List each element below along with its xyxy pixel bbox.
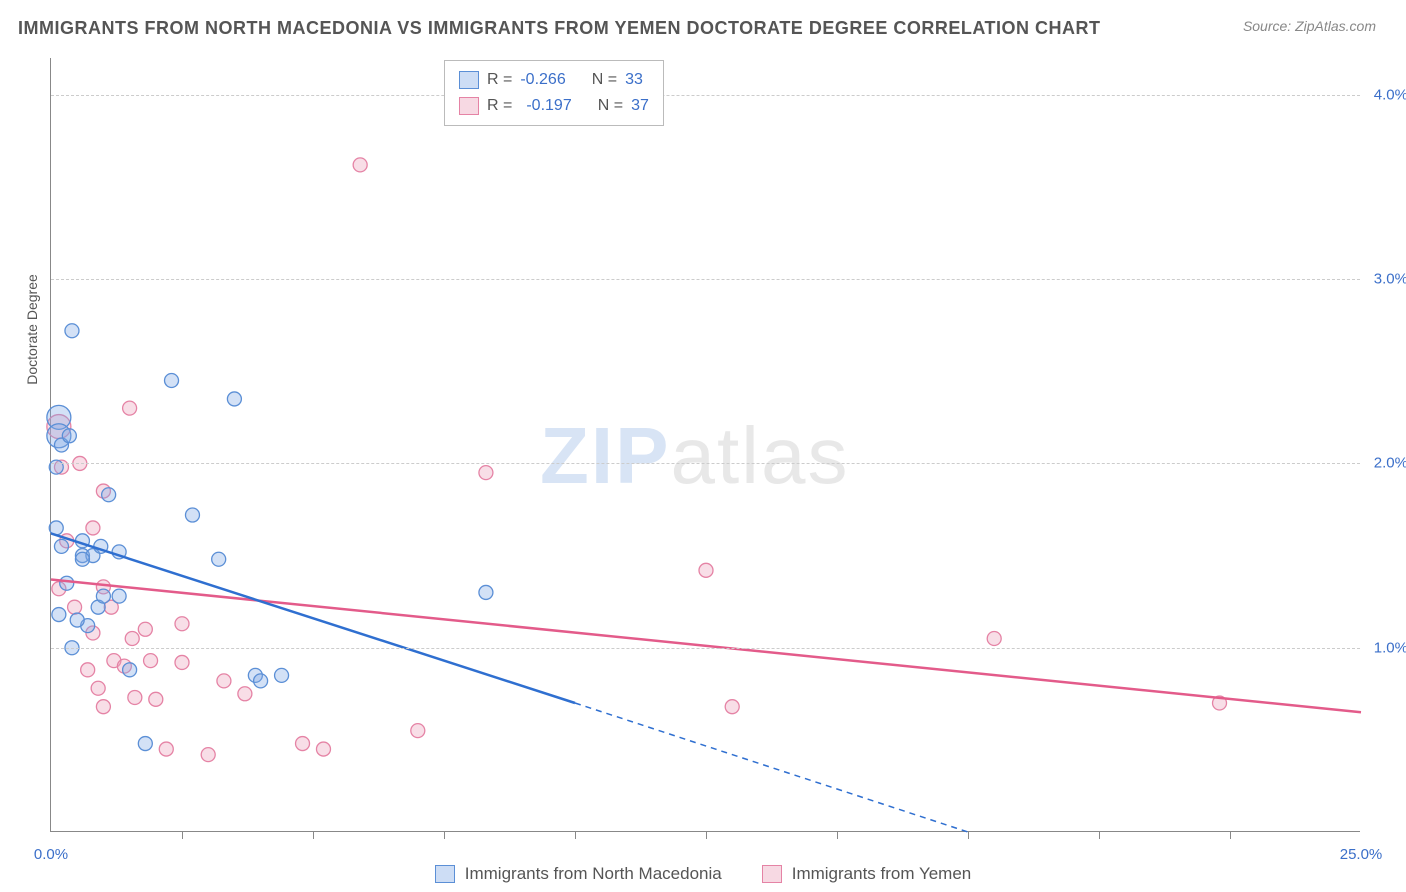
data-point: [479, 466, 493, 480]
data-point: [138, 737, 152, 751]
data-point: [238, 687, 252, 701]
data-point: [49, 460, 63, 474]
data-point: [65, 324, 79, 338]
data-point: [128, 690, 142, 704]
data-point: [275, 668, 289, 682]
data-point: [254, 674, 268, 688]
data-point: [316, 742, 330, 756]
y-axis-title: Doctorate Degree: [24, 274, 40, 385]
data-point: [102, 488, 116, 502]
legend-row-pink: R = -0.197 N = 37: [459, 93, 649, 119]
swatch-blue: [435, 865, 455, 883]
data-point: [60, 576, 74, 590]
data-point: [112, 589, 126, 603]
data-point: [52, 608, 66, 622]
data-point: [70, 613, 84, 627]
data-point: [81, 663, 95, 677]
data-point: [212, 552, 226, 566]
correlation-legend: R = -0.266 N = 33 R = -0.197 N = 37: [444, 60, 664, 126]
grid-line: [51, 463, 1360, 464]
chart-svg: [51, 58, 1360, 831]
x-tick: [575, 831, 576, 839]
series-name-pink: Immigrants from Yemen: [792, 864, 972, 884]
data-point: [175, 617, 189, 631]
x-tick: [706, 831, 707, 839]
data-point: [68, 600, 82, 614]
x-tick: [313, 831, 314, 839]
n-label: N =: [592, 71, 617, 89]
y-tick-label: 3.0%: [1374, 271, 1406, 288]
data-point: [227, 392, 241, 406]
data-point: [149, 692, 163, 706]
swatch-pink: [459, 97, 479, 115]
data-point: [175, 655, 189, 669]
swatch-blue: [459, 71, 479, 89]
x-tick: [968, 831, 969, 839]
regression-line-blue-dashed: [575, 703, 968, 832]
data-point: [217, 674, 231, 688]
grid-line: [51, 648, 1360, 649]
data-point: [75, 552, 89, 566]
data-point: [987, 632, 1001, 646]
x-tick-label: 0.0%: [34, 846, 68, 863]
n-label: N =: [598, 97, 623, 115]
x-tick: [837, 831, 838, 839]
x-tick: [1099, 831, 1100, 839]
series-name-blue: Immigrants from North Macedonia: [465, 864, 722, 884]
r-value-blue: -0.266: [520, 71, 565, 89]
y-tick-label: 2.0%: [1374, 455, 1406, 472]
data-point: [86, 521, 100, 535]
data-point: [185, 508, 199, 522]
n-value-pink: 37: [631, 97, 649, 115]
legend-row-blue: R = -0.266 N = 33: [459, 67, 649, 93]
data-point: [123, 401, 137, 415]
data-point: [411, 724, 425, 738]
data-point: [144, 654, 158, 668]
chart-title: IMMIGRANTS FROM NORTH MACEDONIA VS IMMIG…: [18, 18, 1101, 39]
data-point: [138, 622, 152, 636]
r-value-pink: -0.197: [520, 97, 571, 115]
data-point: [159, 742, 173, 756]
y-tick-label: 4.0%: [1374, 86, 1406, 103]
data-point: [353, 158, 367, 172]
data-point: [91, 681, 105, 695]
data-point: [699, 563, 713, 577]
data-point: [165, 374, 179, 388]
r-label: R =: [487, 71, 512, 89]
legend-item-pink: Immigrants from Yemen: [762, 864, 972, 884]
swatch-pink: [762, 865, 782, 883]
data-point: [725, 700, 739, 714]
data-point: [54, 539, 68, 553]
plot-area: 1.0%2.0%3.0%4.0%0.0%25.0%: [50, 58, 1360, 832]
data-point: [479, 585, 493, 599]
data-point: [125, 632, 139, 646]
x-tick: [1230, 831, 1231, 839]
grid-line: [51, 95, 1360, 96]
source-credit: Source: ZipAtlas.com: [1243, 18, 1376, 34]
x-tick-label: 25.0%: [1340, 846, 1383, 863]
x-tick: [182, 831, 183, 839]
legend-item-blue: Immigrants from North Macedonia: [435, 864, 722, 884]
data-point: [296, 737, 310, 751]
data-point: [123, 663, 137, 677]
series-legend: Immigrants from North Macedonia Immigran…: [0, 864, 1406, 884]
grid-line: [51, 279, 1360, 280]
regression-line-blue: [51, 533, 575, 703]
data-point: [96, 700, 110, 714]
data-point: [96, 589, 110, 603]
data-point: [201, 748, 215, 762]
y-tick-label: 1.0%: [1374, 639, 1406, 656]
data-point: [62, 429, 76, 443]
x-tick: [444, 831, 445, 839]
r-label: R =: [487, 97, 512, 115]
n-value-blue: 33: [625, 71, 643, 89]
